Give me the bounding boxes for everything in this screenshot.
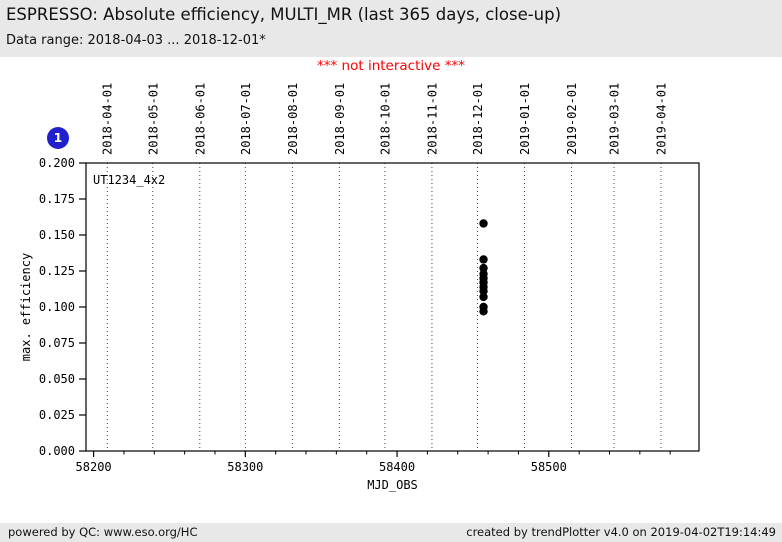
data-range-subtitle: Data range: 2018-04-03 ... 2018-12-01* — [6, 33, 266, 48]
powered-by-text: powered by QC: www.eso.org/HC — [8, 525, 198, 539]
top-axis-tick-label: 2018-12-01 — [471, 83, 485, 155]
y-axis-tick-label: 0.050 — [39, 372, 75, 386]
x-axis-tick-label: 58400 — [379, 460, 415, 474]
y-axis-tick-label: 0.175 — [39, 192, 75, 206]
y-axis-tick-label: 0.100 — [39, 300, 75, 314]
data-point — [479, 307, 488, 316]
data-point — [479, 255, 488, 264]
plot-number-badge[interactable]: 1 — [47, 127, 69, 149]
top-axis-tick-label: 2018-10-01 — [378, 83, 392, 155]
data-point — [479, 292, 488, 302]
plot-footer: powered by QC: www.eso.org/HC created by… — [0, 523, 782, 542]
y-axis-title: max. efficiency — [19, 253, 33, 361]
x-axis-tick-label: 58300 — [227, 460, 263, 474]
x-axis-tick-label: 58200 — [76, 460, 112, 474]
top-axis-tick-label: 2018-08-01 — [286, 83, 300, 155]
plot-area-border — [85, 162, 700, 452]
y-axis-tick-label: 0.150 — [39, 228, 75, 242]
data-point — [479, 286, 488, 296]
top-axis-tick-label: 2018-06-01 — [193, 83, 207, 155]
y-axis-tick-label: 0.000 — [39, 444, 75, 458]
top-axis-tick-label: 2018-05-01 — [146, 83, 160, 155]
x-axis-tick-label: 58500 — [531, 460, 567, 474]
top-axis-tick-label: 2019-04-01 — [655, 83, 669, 155]
top-axis-tick-label: 2019-02-01 — [565, 83, 579, 155]
x-axis-title: MJD_OBS — [367, 478, 418, 492]
top-axis-tick-label: 2019-01-01 — [518, 83, 532, 155]
data-point — [479, 263, 488, 273]
y-axis-tick-label: 0.125 — [39, 264, 75, 278]
page-title: ESPRESSO: Absolute efficiency, MULTI_MR … — [6, 5, 562, 24]
plot-header: ESPRESSO: Absolute efficiency, MULTI_MR … — [0, 0, 782, 57]
data-point — [479, 219, 488, 228]
inset-series-label: UT1234_4x2 — [93, 173, 165, 187]
top-axis-tick-label: 2018-11-01 — [425, 83, 439, 155]
top-axis-tick-label: 2018-04-01 — [101, 83, 115, 155]
y-axis-tick-label: 0.025 — [39, 408, 75, 422]
created-by-text: created by trendPlotter v4.0 on 2019-04-… — [466, 525, 776, 539]
not-interactive-notice: *** not interactive *** — [317, 58, 465, 74]
y-axis-tick-label: 0.075 — [39, 336, 75, 350]
top-axis-tick-label: 2018-09-01 — [333, 83, 347, 155]
y-axis-tick-label: 0.200 — [39, 156, 75, 170]
top-axis-tick-label: 2019-03-01 — [608, 83, 622, 155]
top-axis-tick-label: 2018-07-01 — [239, 83, 253, 155]
